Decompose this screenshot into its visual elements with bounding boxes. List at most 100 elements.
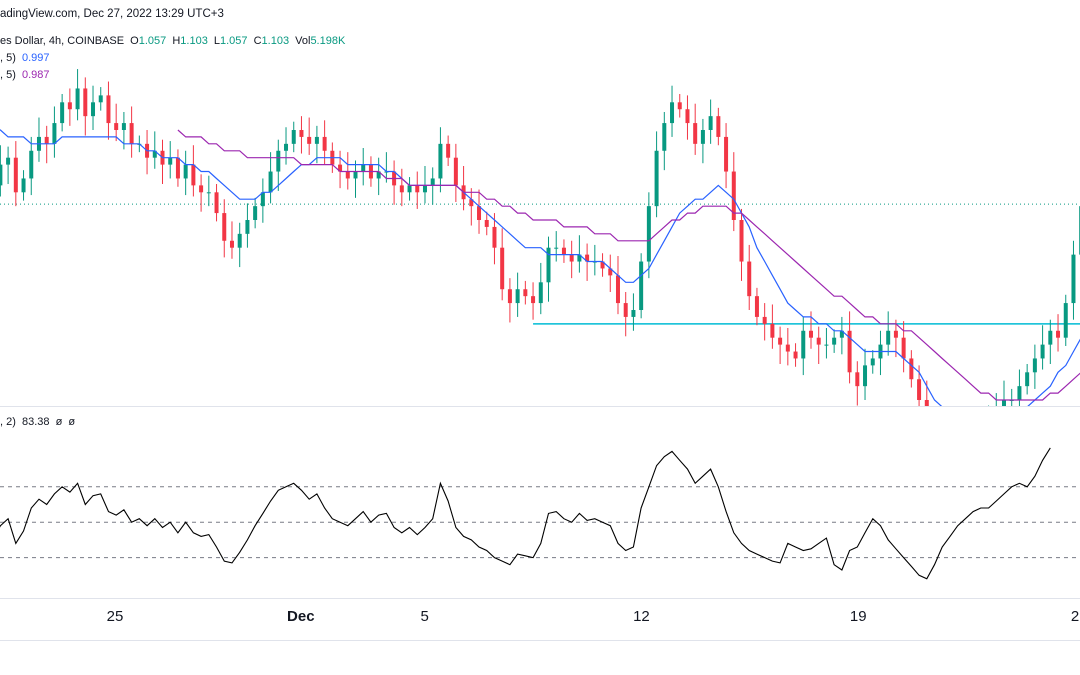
candle-body bbox=[91, 102, 96, 117]
candle-body bbox=[569, 254, 574, 262]
candle-body bbox=[839, 330, 844, 338]
candle-body bbox=[886, 330, 891, 345]
candle-body bbox=[924, 400, 929, 406]
candle-body bbox=[129, 123, 134, 144]
candle-body bbox=[299, 130, 304, 137]
candle-body bbox=[847, 330, 852, 373]
ma-slow-label: , 5) bbox=[0, 69, 16, 81]
candle-body bbox=[724, 136, 729, 172]
candle-body bbox=[870, 358, 875, 366]
candle-body bbox=[600, 261, 605, 269]
candle-body bbox=[1032, 358, 1037, 373]
ma-fast-label: , 5) bbox=[0, 52, 16, 64]
candle-body bbox=[44, 136, 49, 144]
candle-body bbox=[191, 164, 196, 186]
candle-body bbox=[816, 337, 821, 345]
candle-body bbox=[685, 109, 690, 124]
rsi-extra-1: ø bbox=[55, 416, 63, 428]
candle-body bbox=[531, 296, 536, 304]
candle-body bbox=[693, 123, 698, 144]
candle-body bbox=[60, 102, 65, 124]
rsi-pane[interactable] bbox=[0, 408, 1080, 598]
candle-body bbox=[152, 150, 157, 158]
candle-body bbox=[554, 247, 559, 249]
candle-body bbox=[808, 330, 813, 338]
symbol-legend[interactable]: es Dollar, 4h, COINBASE O1.057 H1.103 L1… bbox=[0, 34, 348, 48]
candle-body bbox=[778, 337, 783, 345]
candle-body bbox=[700, 130, 705, 144]
candle-body bbox=[1001, 400, 1006, 406]
candle-body bbox=[98, 95, 103, 103]
candle-body bbox=[438, 143, 443, 179]
rsi-value: 83.38 bbox=[21, 416, 50, 428]
candle-body bbox=[0, 164, 3, 186]
candle-body bbox=[639, 261, 644, 310]
candle-body bbox=[477, 206, 482, 220]
candle-body bbox=[708, 116, 713, 130]
candle-body bbox=[260, 192, 265, 207]
ohlc-high: H1.103 bbox=[172, 35, 207, 47]
candle-body bbox=[222, 213, 227, 241]
candle-body bbox=[183, 164, 188, 179]
low-label: L bbox=[213, 35, 220, 47]
candle-body bbox=[716, 116, 721, 137]
candle-body bbox=[623, 303, 628, 317]
candle-body bbox=[515, 289, 520, 304]
candle-body bbox=[670, 102, 675, 124]
ma-slow-legend[interactable]: , 5) 0.987 bbox=[0, 68, 53, 82]
ma-slow-value: 0.987 bbox=[21, 69, 50, 81]
candle-body bbox=[21, 178, 26, 193]
candle-body bbox=[785, 344, 790, 352]
candle-body bbox=[168, 157, 173, 165]
time-axis-tick: 5 bbox=[420, 608, 429, 625]
candle-body bbox=[654, 150, 659, 207]
candle-body bbox=[631, 310, 636, 317]
candle-body bbox=[453, 157, 458, 186]
candle-body bbox=[793, 351, 798, 359]
open-label: O bbox=[130, 35, 139, 47]
candle-body bbox=[546, 247, 551, 283]
candle-body bbox=[376, 171, 381, 179]
ma-slow-line bbox=[177, 129, 1080, 401]
candle-body bbox=[229, 240, 234, 248]
ma-fast-line bbox=[0, 129, 1080, 406]
candle-body bbox=[863, 365, 868, 387]
candle-body bbox=[52, 123, 57, 144]
time-axis-top-border bbox=[0, 598, 1080, 599]
time-axis-tick: 25 bbox=[106, 608, 124, 625]
candle-body bbox=[492, 226, 497, 248]
time-axis-bottom-border bbox=[0, 640, 1080, 641]
candle-body bbox=[855, 372, 860, 387]
price-pane[interactable] bbox=[0, 0, 1080, 406]
candle-body bbox=[338, 164, 343, 172]
candle-body bbox=[608, 268, 613, 276]
candle-body bbox=[75, 88, 80, 110]
candles bbox=[0, 69, 1080, 406]
candle-body bbox=[801, 330, 806, 359]
pane-separator[interactable] bbox=[0, 406, 1080, 407]
candle-body bbox=[538, 282, 543, 304]
candle-body bbox=[430, 178, 435, 186]
candle-body bbox=[284, 143, 289, 151]
candle-body bbox=[909, 358, 914, 380]
candle-body bbox=[1048, 330, 1053, 345]
rsi-legend[interactable]: , 2) 83.38 ø ø bbox=[0, 415, 78, 429]
candle-body bbox=[175, 157, 180, 179]
candle-body bbox=[237, 233, 242, 248]
candle-body bbox=[345, 171, 350, 179]
candle-body bbox=[646, 206, 651, 262]
candle-body bbox=[893, 330, 898, 338]
symbol-name: es Dollar, 4h, COINBASE bbox=[0, 35, 125, 47]
candle-body bbox=[917, 379, 922, 400]
ohlc-close: C1.103 bbox=[254, 35, 289, 47]
ma-fast-legend[interactable]: , 5) 0.997 bbox=[0, 51, 53, 65]
candle-body bbox=[615, 275, 620, 304]
candle-body bbox=[577, 254, 582, 262]
candle-body bbox=[67, 102, 72, 110]
candle-body bbox=[245, 220, 250, 234]
candle-body bbox=[662, 123, 667, 151]
candle-body bbox=[199, 185, 204, 193]
candle-body bbox=[415, 185, 420, 193]
time-axis-tick: Dec bbox=[287, 608, 315, 625]
